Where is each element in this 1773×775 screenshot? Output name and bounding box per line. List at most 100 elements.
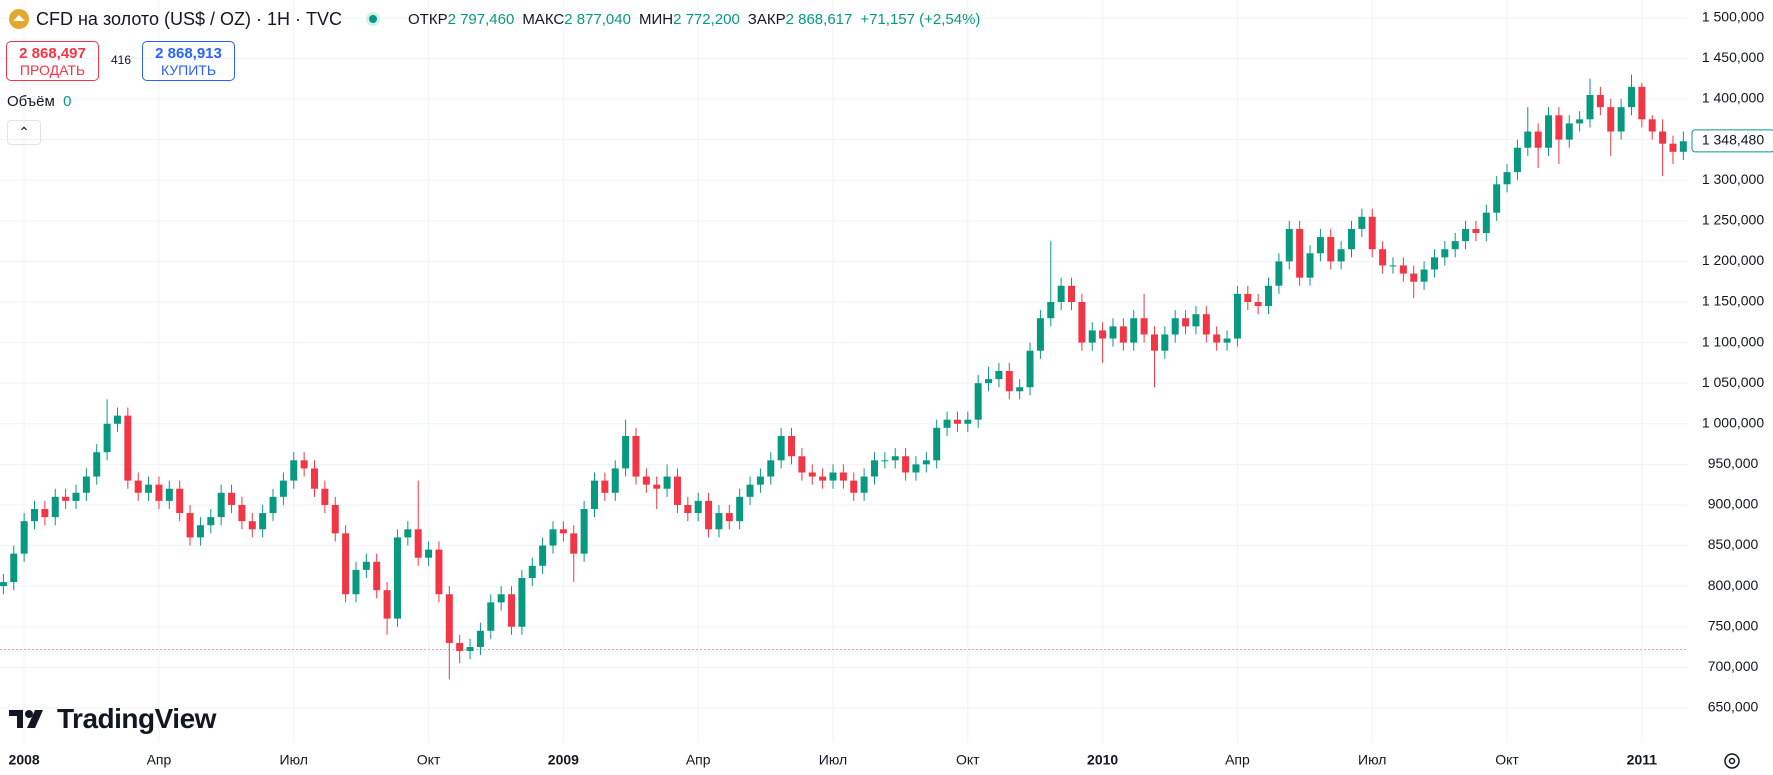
candle-body (1617, 107, 1625, 132)
candle-body (393, 537, 401, 619)
candle-body (1337, 249, 1345, 262)
x-tick-label: Окт (417, 752, 441, 768)
candle-body (870, 460, 878, 477)
candle-body (642, 476, 650, 485)
candle-body (1555, 115, 1563, 140)
candle-body (51, 496, 59, 518)
candle-body (539, 545, 547, 566)
candle-body (819, 476, 827, 481)
candle-body (1410, 273, 1418, 282)
candle-body (601, 480, 609, 493)
x-tick-label: Июл (819, 752, 847, 768)
candle-body (1109, 326, 1117, 339)
candle-body (964, 419, 972, 424)
candle-body (1182, 318, 1190, 327)
candle-body (72, 492, 80, 501)
candle-body (196, 525, 204, 538)
candle-body (134, 480, 142, 493)
candle-body (20, 521, 28, 554)
sell-button[interactable]: 2 868,497 ПРОДАТЬ (6, 41, 99, 81)
candle-body (528, 565, 536, 579)
candle-body (508, 594, 516, 627)
ohlc-value: 2 797,460 (447, 10, 515, 28)
y-tick-label: 750,000 (1708, 617, 1759, 633)
candle-body (725, 513, 733, 522)
candle-body (881, 460, 889, 462)
buy-button[interactable]: 2 868,913 КУПИТЬ (142, 41, 235, 81)
candle-body (1316, 237, 1324, 254)
symbol-title[interactable]: CFD на золото (US$ / OZ) · 1Н · TVC (36, 8, 342, 29)
candle-body (653, 484, 661, 489)
x-tick-label: 2011 (1627, 752, 1658, 768)
candle-body (186, 513, 194, 538)
x-tick-label: 2008 (9, 752, 40, 768)
candle-body (673, 476, 681, 505)
candle-body (1265, 285, 1273, 307)
x-tick-label: Окт (956, 752, 980, 768)
logo: TradingView (9, 703, 216, 735)
candle-body (207, 517, 215, 526)
candle-body (1607, 107, 1615, 132)
candle-body (1379, 249, 1387, 266)
candle-body (1150, 334, 1158, 351)
candle-body (217, 492, 225, 518)
candle-body (290, 460, 298, 481)
candle-body (1482, 212, 1490, 233)
candle-body (1296, 228, 1304, 278)
x-tick-label: Апр (1225, 752, 1250, 768)
candle-body (1576, 119, 1584, 124)
candle-body (1327, 237, 1335, 262)
y-tick-label: 1 500,000 (1702, 9, 1764, 25)
candle-body (808, 472, 816, 477)
candle-body (1068, 285, 1076, 302)
sell-price: 2 868,497 (19, 45, 86, 62)
candle-body (362, 561, 370, 570)
candle-body (1493, 184, 1501, 213)
candle-body (1399, 265, 1407, 274)
candle-body (41, 509, 49, 518)
x-tick-label: 2010 (1087, 752, 1118, 768)
candle-body (736, 496, 744, 522)
y-tick-label: 1 150,000 (1702, 293, 1764, 309)
ohlc: ОТКР2 797,460 МАКС2 877,040 МИН2 772,200… (408, 11, 980, 28)
candle-body (850, 480, 858, 493)
candle-body (1441, 249, 1449, 258)
candle-body (1430, 257, 1438, 270)
ohlc-label: ОТКР (408, 10, 448, 28)
ohlc-item: ЗАКР2 868,617 (748, 11, 853, 28)
settings-icon[interactable] (1724, 753, 1740, 769)
candle-body (1244, 293, 1252, 302)
settings-icon-ring (1724, 753, 1740, 769)
logo-icon (9, 710, 43, 728)
x-tick-label: 2009 (548, 752, 579, 768)
candle-body (1233, 293, 1241, 339)
candle-body (1285, 228, 1293, 262)
candle-body (756, 476, 764, 485)
candle-body (839, 472, 847, 481)
ohlc-label: МИН (638, 10, 674, 28)
candle-body (767, 460, 775, 477)
candle-body (922, 460, 930, 465)
candle-body (746, 484, 754, 497)
candle-body (1099, 330, 1107, 339)
candle-body (1254, 301, 1262, 307)
candle-body (1389, 265, 1397, 267)
candle-body (1078, 301, 1086, 343)
ohlc-value: 2 877,040 (564, 10, 631, 28)
candle-body (321, 488, 329, 505)
x-tick-label: Окт (1495, 752, 1519, 768)
status-dot (366, 12, 380, 26)
candle-body (1596, 94, 1604, 108)
candle-body (445, 594, 453, 643)
candle-body (414, 529, 422, 558)
candle-body (912, 464, 920, 473)
logo-text: TradingView (57, 703, 216, 734)
collapse-button[interactable]: ⌃ (7, 120, 41, 145)
candle-body (456, 642, 464, 652)
buy-price: 2 868,913 (155, 45, 222, 62)
candle-body (1638, 86, 1646, 120)
candle-body (1348, 228, 1355, 250)
candle-body (373, 561, 381, 591)
